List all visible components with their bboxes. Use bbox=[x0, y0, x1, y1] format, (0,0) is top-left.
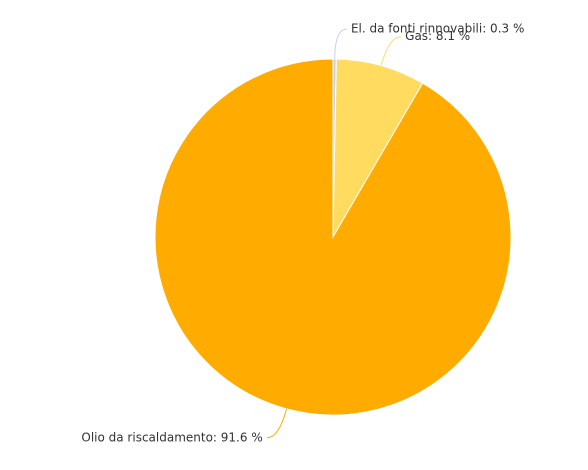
pie-slice bbox=[332, 58, 424, 239]
leader-line bbox=[266, 408, 288, 439]
pie-slice bbox=[154, 58, 512, 416]
leader-line bbox=[334, 28, 348, 60]
data-label: Gas: 8.1 % bbox=[405, 29, 470, 43]
data-label: El. da fonti rinnovabili: 0.3 % bbox=[351, 22, 524, 36]
data-label: Olio da riscaldamento: 91.6 % bbox=[81, 430, 262, 444]
leader-line bbox=[380, 36, 402, 66]
